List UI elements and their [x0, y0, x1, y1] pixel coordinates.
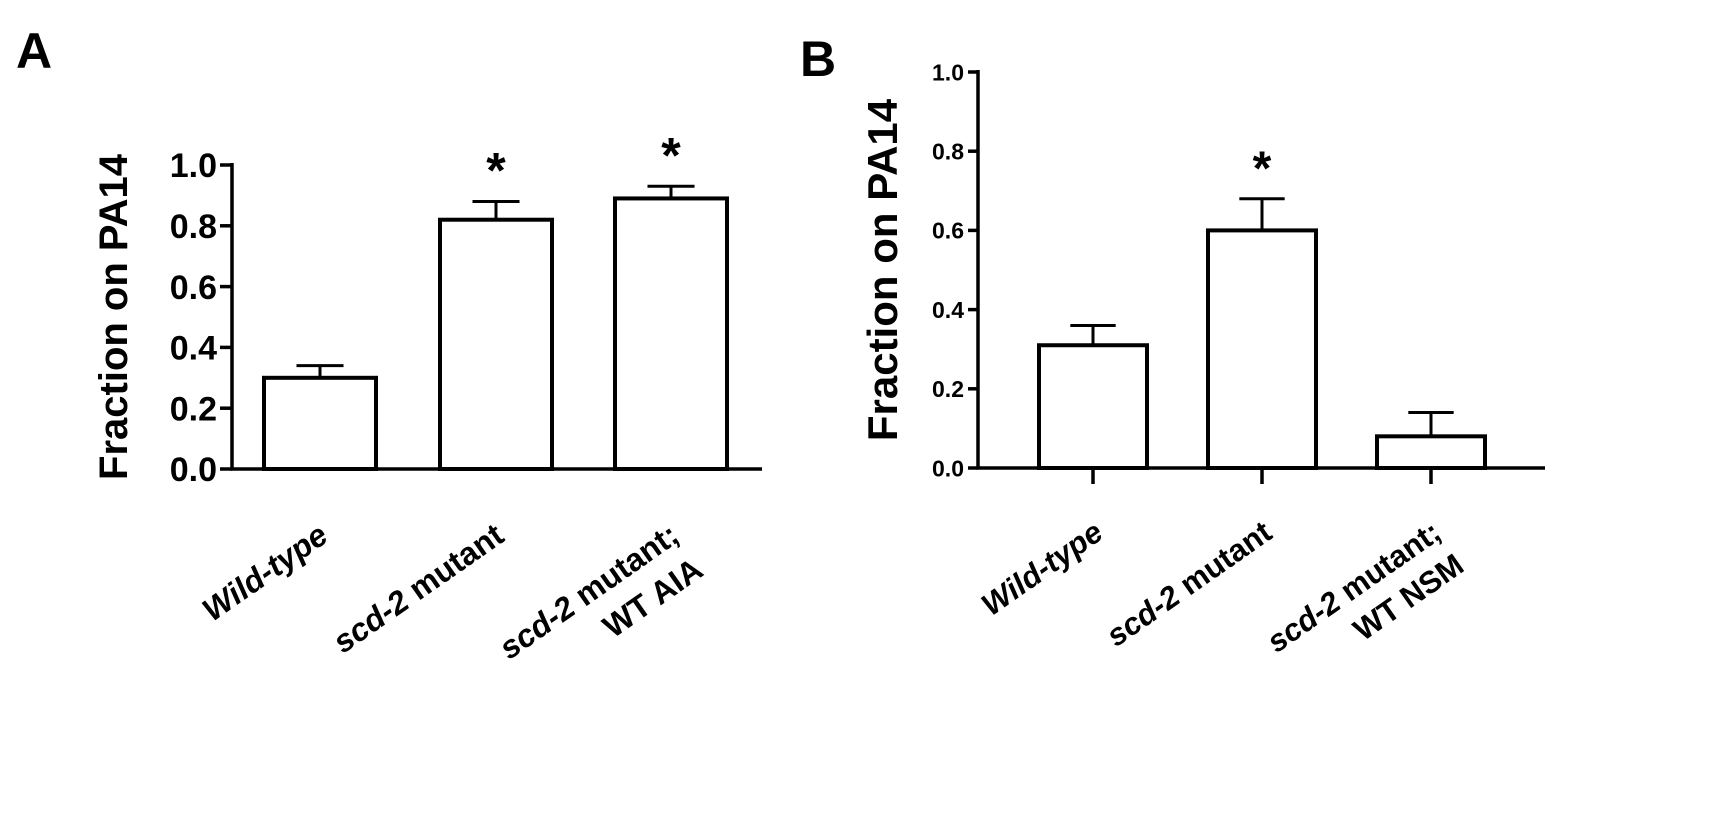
y-tick-label: 0.4 [170, 330, 217, 368]
significance-marker: * [486, 142, 506, 198]
category-label-segment: Wild-type [975, 514, 1109, 623]
category-label: scd-2 mutant [1100, 514, 1278, 653]
bar [613, 196, 729, 471]
bar [438, 217, 554, 471]
panel-label: B [800, 31, 836, 87]
panel-label: A [16, 23, 52, 79]
bar [1206, 228, 1318, 470]
y-axis-label: Fraction on PA14 [92, 153, 136, 480]
y-tick-label: 0.8 [170, 208, 217, 246]
category-label: Wild-type [975, 514, 1109, 623]
y-tick-label: 0.6 [932, 218, 964, 244]
y-tick-label: 0.6 [170, 269, 217, 307]
category-label: scd-2 mutant;WT AIA [493, 516, 710, 700]
y-axis-label: Fraction on PA14 [859, 98, 906, 441]
y-tick-label: 0.0 [170, 451, 217, 489]
y-tick-label: 0.2 [932, 376, 964, 402]
category-label: Wild-type [196, 516, 334, 628]
bar [262, 375, 378, 471]
panel-b: B Fraction on PA14 * 0.0 0.2 0.4 0.6 0.8 1.0 Wild… [800, 31, 1545, 692]
bar [1375, 434, 1487, 471]
significance-marker: * [1253, 143, 1272, 196]
category-label-segment: Wild-type [196, 516, 334, 628]
category-label-line: Wild-type [196, 516, 334, 628]
y-tick-label: 0.8 [932, 138, 964, 164]
y-tick-label: 0.0 [932, 455, 964, 481]
category-label-segment: mutant [1166, 514, 1278, 607]
category-label-line: scd-2 mutant [326, 516, 510, 660]
y-tick-label: 1.0 [932, 59, 964, 85]
category-label-line: Wild-type [975, 514, 1109, 623]
y-tick-label: 1.0 [170, 147, 217, 185]
category-label: scd-2 mutant;WT NSM [1260, 514, 1470, 692]
y-tick-label: 0.4 [932, 297, 964, 323]
category-label-segment: mutant [395, 516, 511, 612]
y-tick-label: 0.2 [170, 390, 217, 428]
significance-marker: * [661, 127, 681, 183]
panel-a: A Fraction on PA14 * * 0.0 0.2 0.4 0.6 0.8 1.0 Wil… [16, 23, 762, 700]
category-label-line: scd-2 mutant [1100, 514, 1278, 653]
category-label: scd-2 mutant [326, 516, 510, 660]
bar [1037, 343, 1149, 470]
